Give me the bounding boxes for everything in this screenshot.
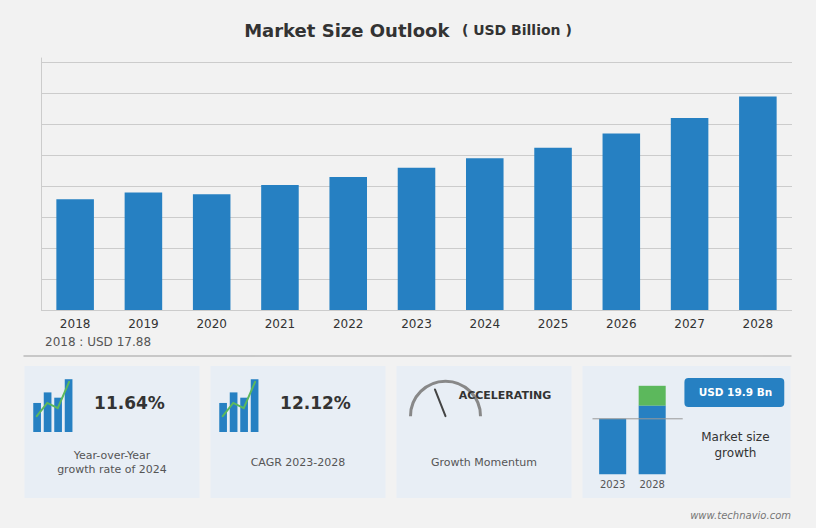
svg-text:12.12%: 12.12% [280,393,351,413]
svg-text:2026: 2026 [606,317,637,331]
svg-text:2023: 2023 [401,317,432,331]
svg-text:2028: 2028 [639,479,664,490]
svg-text:2023: 2023 [600,479,625,490]
svg-text:Market size: Market size [701,430,769,444]
svg-text:2018 : USD 17.88: 2018 : USD 17.88 [45,335,151,349]
svg-text:www.technavio.com: www.technavio.com [690,510,791,521]
svg-text:11.64%: 11.64% [94,393,165,413]
svg-text:2022: 2022 [333,317,364,331]
svg-text:growth rate of 2024: growth rate of 2024 [57,463,167,476]
svg-text:2019: 2019 [128,317,159,331]
svg-text:2024: 2024 [469,317,500,331]
svg-text:2027: 2027 [674,317,705,331]
svg-text:Market Size Outlook: Market Size Outlook [244,20,450,41]
svg-text:USD 19.9 Bn: USD 19.9 Bn [699,386,773,398]
svg-text:2021: 2021 [265,317,296,331]
svg-text:2020: 2020 [196,317,227,331]
svg-text:Growth Momentum: Growth Momentum [431,456,537,469]
svg-text:ACCELERATING: ACCELERATING [459,389,552,402]
svg-text:( USD Billion ): ( USD Billion ) [462,22,572,38]
svg-text:growth: growth [714,446,756,460]
svg-text:CAGR 2023-2028: CAGR 2023-2028 [251,456,346,469]
svg-text:2028: 2028 [743,317,774,331]
svg-text:2025: 2025 [538,317,569,331]
svg-text:2018: 2018 [60,317,91,331]
svg-text:Year-over-Year: Year-over-Year [73,449,151,462]
